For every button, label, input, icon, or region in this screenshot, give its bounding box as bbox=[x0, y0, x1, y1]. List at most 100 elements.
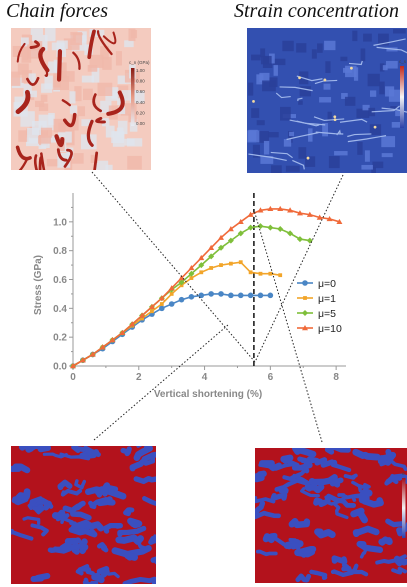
phase-boundary bbox=[71, 446, 86, 453]
x-tick-label: 8 bbox=[333, 372, 339, 383]
phase-boundary bbox=[150, 556, 156, 565]
grain-patch bbox=[105, 125, 115, 138]
strain-patch bbox=[289, 131, 295, 137]
strain-patch bbox=[357, 141, 363, 155]
phase-boundary bbox=[30, 572, 51, 582]
grain-patch bbox=[46, 158, 59, 167]
strain-patch bbox=[363, 33, 372, 42]
phase-boundary bbox=[314, 528, 336, 539]
phase-boundary bbox=[96, 496, 116, 507]
phase-boundary bbox=[308, 474, 338, 486]
phase-boundary bbox=[378, 536, 393, 546]
colorbar-gradient bbox=[131, 68, 135, 126]
strain-patch bbox=[367, 73, 380, 87]
phase-boundary bbox=[59, 537, 82, 552]
force-chain bbox=[15, 89, 31, 115]
phase-boundary bbox=[321, 495, 331, 506]
strain-band bbox=[296, 120, 320, 127]
colorbar-tick-label: 0.80 bbox=[136, 79, 145, 84]
force-chain bbox=[96, 30, 113, 56]
data-point bbox=[228, 261, 233, 266]
force-chain bbox=[38, 156, 43, 170]
phase-boundary bbox=[42, 452, 68, 459]
phase-boundary bbox=[326, 493, 357, 508]
grain-patch bbox=[48, 112, 55, 126]
data-point bbox=[278, 273, 283, 278]
strain-hotspot bbox=[373, 125, 377, 129]
force-chain bbox=[102, 31, 117, 45]
strain-patch bbox=[364, 150, 370, 162]
grain-patch bbox=[102, 56, 112, 70]
x-tick-label: 4 bbox=[202, 372, 208, 383]
grain-patch bbox=[126, 138, 143, 147]
phase-boundary bbox=[280, 454, 294, 464]
grain-patch bbox=[45, 28, 56, 42]
strain-patch bbox=[379, 63, 385, 72]
phase-boundary bbox=[123, 507, 135, 517]
chain-forces-image: c_n (GPa) 1.00 0.80 0.60 0.40 0.20 0.00 bbox=[11, 28, 151, 170]
data-point bbox=[228, 292, 234, 299]
phase-boundary bbox=[359, 547, 368, 559]
phase-boundary bbox=[91, 572, 105, 584]
phase-boundary bbox=[292, 448, 317, 458]
data-point bbox=[218, 291, 224, 297]
phase-boundary bbox=[11, 463, 31, 474]
strain-band bbox=[279, 86, 313, 92]
phase-boundary bbox=[375, 554, 407, 565]
force-chain bbox=[56, 49, 63, 82]
force-chain bbox=[18, 158, 29, 170]
data-point bbox=[219, 263, 223, 267]
strain-patch bbox=[280, 106, 291, 121]
grain-patch bbox=[117, 120, 128, 135]
grain-patch bbox=[83, 88, 93, 101]
grain-patch bbox=[96, 160, 109, 170]
strain-patch bbox=[299, 86, 311, 97]
phase-boundary bbox=[377, 448, 393, 465]
strain-patch bbox=[260, 55, 272, 65]
strain-patch bbox=[377, 33, 389, 46]
grain-patch bbox=[40, 94, 48, 102]
strain-patch bbox=[268, 132, 279, 138]
grain-patch bbox=[115, 51, 122, 66]
grain-patch bbox=[28, 73, 36, 83]
data-point bbox=[257, 292, 264, 299]
phase-boundary bbox=[352, 448, 381, 461]
strain-band bbox=[336, 129, 341, 136]
phase-boundary bbox=[350, 507, 368, 524]
phase-boundary bbox=[332, 502, 349, 520]
phase-boundary bbox=[262, 532, 278, 544]
phase-map-right-image: σ bbox=[255, 448, 407, 583]
strain-patch bbox=[298, 100, 303, 105]
colorbar-tick-label: 0.00 bbox=[136, 121, 145, 126]
chart-series bbox=[70, 205, 343, 369]
strain-patch bbox=[305, 156, 316, 167]
phase-boundary bbox=[379, 459, 407, 472]
legend-swatch-marker bbox=[303, 296, 307, 300]
force-chain bbox=[33, 154, 39, 170]
phase-boundary bbox=[351, 480, 371, 490]
phase-boundary bbox=[324, 448, 351, 455]
grain-patch bbox=[95, 29, 105, 38]
legend-item: μ=10 bbox=[297, 323, 342, 335]
phase-boundary bbox=[282, 467, 308, 482]
force-chain bbox=[15, 145, 32, 161]
phase-boundary bbox=[29, 497, 53, 511]
strain-patch bbox=[311, 49, 317, 59]
grain-patch bbox=[128, 28, 136, 42]
legend-item: μ=5 bbox=[297, 308, 336, 320]
grain-patch bbox=[74, 86, 82, 102]
strain-patch bbox=[341, 93, 348, 99]
series-0 bbox=[70, 291, 274, 369]
data-point bbox=[257, 223, 264, 230]
phase-boundary bbox=[255, 510, 281, 520]
strain-patch bbox=[262, 80, 276, 92]
strain-patch bbox=[260, 155, 274, 164]
force-chain bbox=[93, 151, 99, 170]
grain-patch bbox=[32, 121, 42, 135]
phase-boundary bbox=[11, 528, 34, 541]
strain-patch bbox=[370, 90, 377, 97]
phase-boundary bbox=[309, 569, 328, 581]
legend-swatch-marker bbox=[302, 310, 308, 316]
phase-boundary bbox=[133, 475, 156, 485]
phase-boundary bbox=[274, 485, 289, 495]
